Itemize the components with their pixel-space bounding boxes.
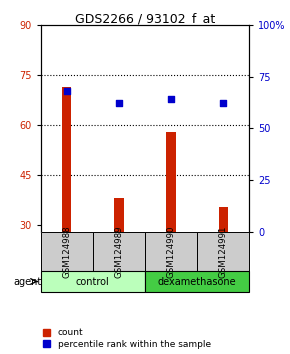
Text: GSM124991: GSM124991	[219, 225, 228, 278]
Bar	[197, 232, 249, 271]
Text: GSM124988: GSM124988	[62, 225, 71, 278]
Text: agent: agent	[13, 276, 42, 286]
Point	[221, 101, 226, 106]
Bar	[219, 207, 228, 232]
Bar	[145, 271, 249, 292]
Text: GSM124989: GSM124989	[114, 225, 124, 278]
Title: GDS2266 / 93102_f_at: GDS2266 / 93102_f_at	[75, 12, 215, 25]
Point	[64, 88, 69, 94]
Bar	[145, 232, 197, 271]
Text: GSM124990: GSM124990	[166, 225, 176, 278]
Bar	[93, 232, 145, 271]
Point	[169, 97, 173, 102]
Bar	[41, 271, 145, 292]
Text: control: control	[76, 276, 110, 286]
Bar	[41, 232, 93, 271]
Legend: count, percentile rank within the sample: count, percentile rank within the sample	[42, 327, 212, 349]
Bar	[166, 132, 176, 232]
Point	[117, 101, 121, 106]
Bar	[62, 87, 71, 232]
Bar	[114, 199, 124, 232]
Text: dexamethasone: dexamethasone	[158, 276, 237, 286]
